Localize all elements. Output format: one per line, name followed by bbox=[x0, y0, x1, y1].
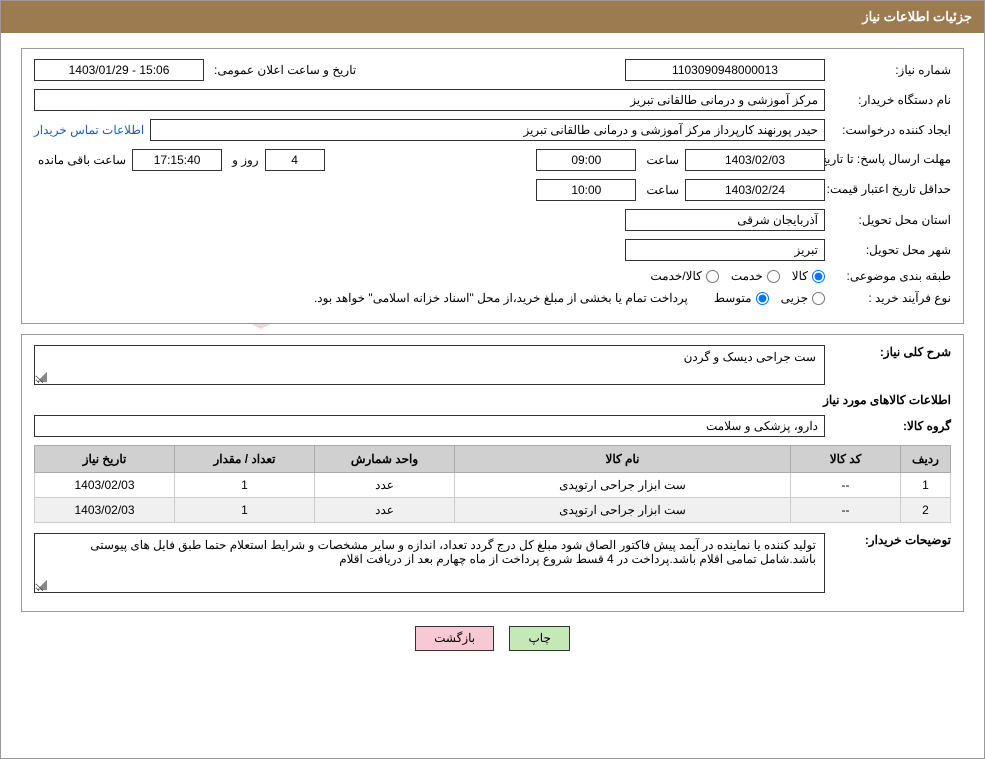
info-panel: شماره نیاز: 1103090948000013 تاریخ و ساع… bbox=[21, 48, 964, 324]
table-row: 2 -- ست ابزار جراحی ارتوپدی عدد 1 1403/0… bbox=[35, 498, 951, 523]
row-buyer-org: نام دستگاه خریدار: مرکز آموزشی و درمانی … bbox=[34, 89, 951, 111]
field-time-left: 17:15:40 bbox=[132, 149, 222, 171]
label-general-need: شرح کلی نیاز: bbox=[831, 345, 951, 359]
field-price-validity-date: 1403/02/24 bbox=[685, 179, 825, 201]
radio-service-input[interactable] bbox=[767, 270, 780, 283]
cell-row-num: 1 bbox=[901, 473, 951, 498]
th-row-num: ردیف bbox=[901, 446, 951, 473]
cell-qty: 1 bbox=[175, 498, 315, 523]
field-delivery-city: تبریز bbox=[625, 239, 825, 261]
row-general-need: شرح کلی نیاز: ست جراحی دیسک و گردن bbox=[34, 345, 951, 385]
row-delivery-province: استان محل تحویل: آذربایجان شرقی bbox=[34, 209, 951, 231]
label-buyer-notes: توضیحات خریدار: bbox=[831, 533, 951, 547]
th-unit: واحد شمارش bbox=[315, 446, 455, 473]
row-requester: ایجاد کننده درخواست: حیدر پورنهند کارپرد… bbox=[34, 119, 951, 141]
items-info-title: اطلاعات کالاهای مورد نیاز bbox=[34, 393, 951, 407]
page-title: جزئیات اطلاعات نیاز bbox=[862, 9, 972, 24]
th-qty: تعداد / مقدار bbox=[175, 446, 315, 473]
label-hour-1: ساعت bbox=[642, 153, 679, 167]
label-day-and: روز و bbox=[228, 153, 259, 167]
radio-goods-service-input[interactable] bbox=[706, 270, 719, 283]
label-buyer-org: نام دستگاه خریدار: bbox=[831, 93, 951, 107]
th-date: تاریخ نیاز bbox=[35, 446, 175, 473]
cell-name: ست ابزار جراحی ارتوپدی bbox=[455, 498, 791, 523]
cell-name: ست ابزار جراحی ارتوپدی bbox=[455, 473, 791, 498]
cell-code: -- bbox=[791, 473, 901, 498]
print-button[interactable]: چاپ bbox=[509, 626, 569, 651]
radio-partial[interactable]: جزیی bbox=[781, 291, 825, 305]
label-hour-2: ساعت bbox=[642, 183, 679, 197]
field-response-date: 1403/02/03 bbox=[685, 149, 825, 171]
label-goods-group: گروه کالا: bbox=[831, 419, 951, 433]
field-goods-group: دارو، پزشکی و سلامت bbox=[34, 415, 825, 437]
row-category: طبقه بندی موضوعی: کالا خدمت کالا/خدمت bbox=[34, 269, 951, 283]
field-request-number: 1103090948000013 bbox=[625, 59, 825, 81]
label-price-validity: حداقل تاریخ اعتبار قیمت: تا تاریخ: bbox=[831, 182, 951, 198]
field-general-need[interactable]: ست جراحی دیسک و گردن bbox=[34, 345, 825, 385]
field-requester: حیدر پورنهند کارپرداز مرکز آموزشی و درما… bbox=[150, 119, 825, 141]
cell-unit: عدد bbox=[315, 498, 455, 523]
label-delivery-city: شهر محل تحویل: bbox=[831, 243, 951, 257]
field-price-validity-hour: 10:00 bbox=[536, 179, 636, 201]
label-category: طبقه بندی موضوعی: bbox=[831, 269, 951, 283]
row-price-validity: حداقل تاریخ اعتبار قیمت: تا تاریخ: 1403/… bbox=[34, 179, 951, 201]
radio-medium[interactable]: متوسط bbox=[714, 291, 769, 305]
row-buyer-notes: توضیحات خریدار: تولید کننده یا نماینده د… bbox=[34, 533, 951, 593]
field-delivery-province: آذربایجان شرقی bbox=[625, 209, 825, 231]
label-time-left-suffix: ساعت باقی مانده bbox=[34, 153, 126, 167]
radio-goods-input[interactable] bbox=[812, 270, 825, 283]
label-requester: ایجاد کننده درخواست: bbox=[831, 123, 951, 137]
label-response-deadline: مهلت ارسال پاسخ: تا تاریخ: bbox=[831, 152, 951, 168]
cell-date: 1403/02/03 bbox=[35, 473, 175, 498]
radio-goods[interactable]: کالا bbox=[792, 269, 825, 283]
content-area: AriaTender.net شماره نیاز: 1103090948000… bbox=[1, 33, 984, 666]
label-purchase-type: نوع فرآیند خرید : bbox=[831, 291, 951, 305]
purchase-type-radio-group: جزیی متوسط bbox=[714, 291, 825, 305]
th-code: کد کالا bbox=[791, 446, 901, 473]
cell-code: -- bbox=[791, 498, 901, 523]
row-purchase-type: نوع فرآیند خرید : جزیی متوسط پرداخت تمام… bbox=[34, 291, 951, 305]
label-request-number: شماره نیاز: bbox=[831, 63, 951, 77]
cell-date: 1403/02/03 bbox=[35, 498, 175, 523]
radio-medium-input[interactable] bbox=[756, 292, 769, 305]
resize-handle-icon[interactable] bbox=[37, 580, 47, 590]
row-response-deadline: مهلت ارسال پاسخ: تا تاریخ: 1403/02/03 سا… bbox=[34, 149, 951, 171]
field-buyer-notes[interactable]: تولید کننده یا نماینده در آیمد پیش فاکتو… bbox=[34, 533, 825, 593]
table-row: 1 -- ست ابزار جراحی ارتوپدی عدد 1 1403/0… bbox=[35, 473, 951, 498]
field-response-hour: 09:00 bbox=[536, 149, 636, 171]
cell-unit: عدد bbox=[315, 473, 455, 498]
page-header: جزئیات اطلاعات نیاز bbox=[1, 1, 984, 33]
radio-partial-input[interactable] bbox=[812, 292, 825, 305]
th-name: نام کالا bbox=[455, 446, 791, 473]
category-radio-group: کالا خدمت کالا/خدمت bbox=[650, 269, 825, 283]
row-goods-group: گروه کالا: دارو، پزشکی و سلامت bbox=[34, 415, 951, 437]
cell-row-num: 2 bbox=[901, 498, 951, 523]
back-button[interactable]: بازگشت bbox=[415, 626, 494, 651]
button-row: چاپ بازگشت bbox=[21, 626, 964, 651]
radio-service[interactable]: خدمت bbox=[731, 269, 780, 283]
radio-goods-service[interactable]: کالا/خدمت bbox=[650, 269, 718, 283]
cell-qty: 1 bbox=[175, 473, 315, 498]
need-panel: شرح کلی نیاز: ست جراحی دیسک و گردن اطلاع… bbox=[21, 334, 964, 612]
table-header-row: ردیف کد کالا نام کالا واحد شمارش تعداد /… bbox=[35, 446, 951, 473]
row-request-number: شماره نیاز: 1103090948000013 تاریخ و ساع… bbox=[34, 59, 951, 81]
link-buyer-contact[interactable]: اطلاعات تماس خریدار bbox=[34, 123, 144, 137]
field-buyer-org: مرکز آموزشی و درمانی طالقانی تبریز bbox=[34, 89, 825, 111]
field-days-left: 4 bbox=[265, 149, 325, 171]
resize-handle-icon[interactable] bbox=[37, 372, 47, 382]
purchase-note: پرداخت تمام یا بخشی از مبلغ خرید،از محل … bbox=[314, 291, 688, 305]
field-announce: 15:06 - 1403/01/29 bbox=[34, 59, 204, 81]
label-announce: تاریخ و ساعت اعلان عمومی: bbox=[210, 63, 356, 77]
items-table: ردیف کد کالا نام کالا واحد شمارش تعداد /… bbox=[34, 445, 951, 523]
label-delivery-province: استان محل تحویل: bbox=[831, 213, 951, 227]
row-delivery-city: شهر محل تحویل: تبریز bbox=[34, 239, 951, 261]
